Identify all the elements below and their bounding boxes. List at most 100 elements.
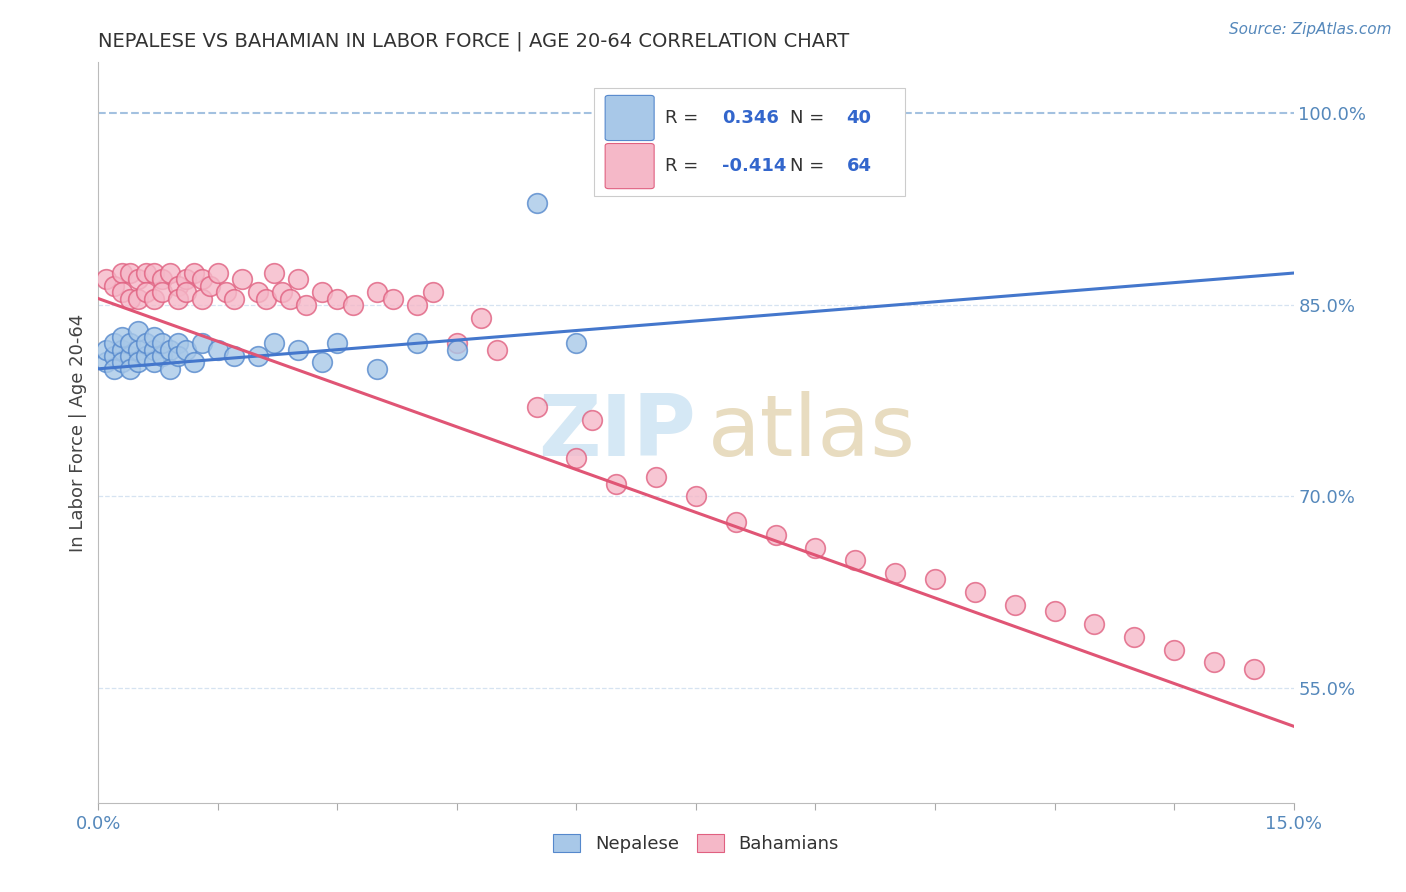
Point xyxy=(120,266,142,280)
Point xyxy=(207,266,229,280)
Point xyxy=(406,336,429,351)
Point xyxy=(191,272,214,286)
Point xyxy=(446,343,468,357)
Point xyxy=(103,361,125,376)
Point xyxy=(884,566,907,580)
Point xyxy=(135,285,157,300)
Point xyxy=(111,285,134,300)
Point xyxy=(159,266,181,280)
Point xyxy=(150,285,173,300)
Point xyxy=(565,451,588,466)
Point xyxy=(96,355,118,369)
Point xyxy=(174,285,197,300)
Point xyxy=(167,349,190,363)
Point xyxy=(183,266,205,280)
Point xyxy=(326,292,349,306)
Legend: Nepalese, Bahamians: Nepalese, Bahamians xyxy=(546,827,846,861)
Point xyxy=(96,343,118,357)
Point xyxy=(1123,630,1146,644)
Point xyxy=(1004,598,1026,612)
Point xyxy=(222,349,245,363)
Point xyxy=(167,292,190,306)
Point xyxy=(120,349,142,363)
Point xyxy=(287,343,309,357)
Point xyxy=(150,349,173,363)
Point xyxy=(120,361,142,376)
Point xyxy=(963,585,986,599)
Point xyxy=(111,355,134,369)
Point xyxy=(1202,656,1225,670)
Point xyxy=(254,292,277,306)
Text: R =: R = xyxy=(665,157,704,175)
Point xyxy=(150,272,173,286)
Point xyxy=(1043,604,1066,618)
Point xyxy=(174,272,197,286)
Point xyxy=(1243,662,1265,676)
Point xyxy=(581,413,603,427)
Point xyxy=(167,336,190,351)
Point xyxy=(127,355,149,369)
Point xyxy=(526,400,548,414)
Point xyxy=(127,272,149,286)
Point xyxy=(167,278,190,293)
Point xyxy=(207,343,229,357)
Point xyxy=(406,298,429,312)
Point xyxy=(127,324,149,338)
Y-axis label: In Labor Force | Age 20-64: In Labor Force | Age 20-64 xyxy=(69,313,87,552)
Point xyxy=(278,292,301,306)
Point xyxy=(645,470,668,484)
Point xyxy=(311,355,333,369)
Point xyxy=(263,336,285,351)
Text: 0.346: 0.346 xyxy=(723,109,779,127)
Point xyxy=(342,298,364,312)
Point xyxy=(103,349,125,363)
Point xyxy=(1083,617,1105,632)
Point xyxy=(485,343,508,357)
Point xyxy=(135,349,157,363)
Point xyxy=(143,355,166,369)
Point xyxy=(382,292,405,306)
Point xyxy=(294,298,316,312)
FancyBboxPatch shape xyxy=(605,144,654,189)
Point xyxy=(159,343,181,357)
Point xyxy=(103,336,125,351)
Text: -0.414: -0.414 xyxy=(723,157,786,175)
Text: atlas: atlas xyxy=(709,391,915,475)
Text: R =: R = xyxy=(665,109,704,127)
Point xyxy=(183,355,205,369)
Point xyxy=(174,343,197,357)
Point xyxy=(222,292,245,306)
Point xyxy=(135,266,157,280)
Point xyxy=(111,343,134,357)
Point xyxy=(422,285,444,300)
Point xyxy=(111,266,134,280)
Point xyxy=(143,266,166,280)
Point xyxy=(526,195,548,210)
Point xyxy=(326,336,349,351)
Point xyxy=(287,272,309,286)
Point xyxy=(103,278,125,293)
Point xyxy=(565,336,588,351)
Point xyxy=(127,292,149,306)
Point xyxy=(844,553,866,567)
Point xyxy=(470,310,492,325)
Point xyxy=(924,573,946,587)
Point xyxy=(111,330,134,344)
Point xyxy=(605,476,627,491)
Point xyxy=(1163,642,1185,657)
Point xyxy=(143,292,166,306)
Point xyxy=(685,490,707,504)
Point xyxy=(120,292,142,306)
FancyBboxPatch shape xyxy=(605,95,654,141)
Point xyxy=(724,515,747,529)
Point xyxy=(263,266,285,280)
Text: N =: N = xyxy=(790,157,831,175)
Point xyxy=(366,285,388,300)
Text: N =: N = xyxy=(790,109,831,127)
Point xyxy=(270,285,292,300)
Point xyxy=(143,343,166,357)
Point xyxy=(191,336,214,351)
Point xyxy=(366,361,388,376)
Point xyxy=(96,272,118,286)
Point xyxy=(191,292,214,306)
